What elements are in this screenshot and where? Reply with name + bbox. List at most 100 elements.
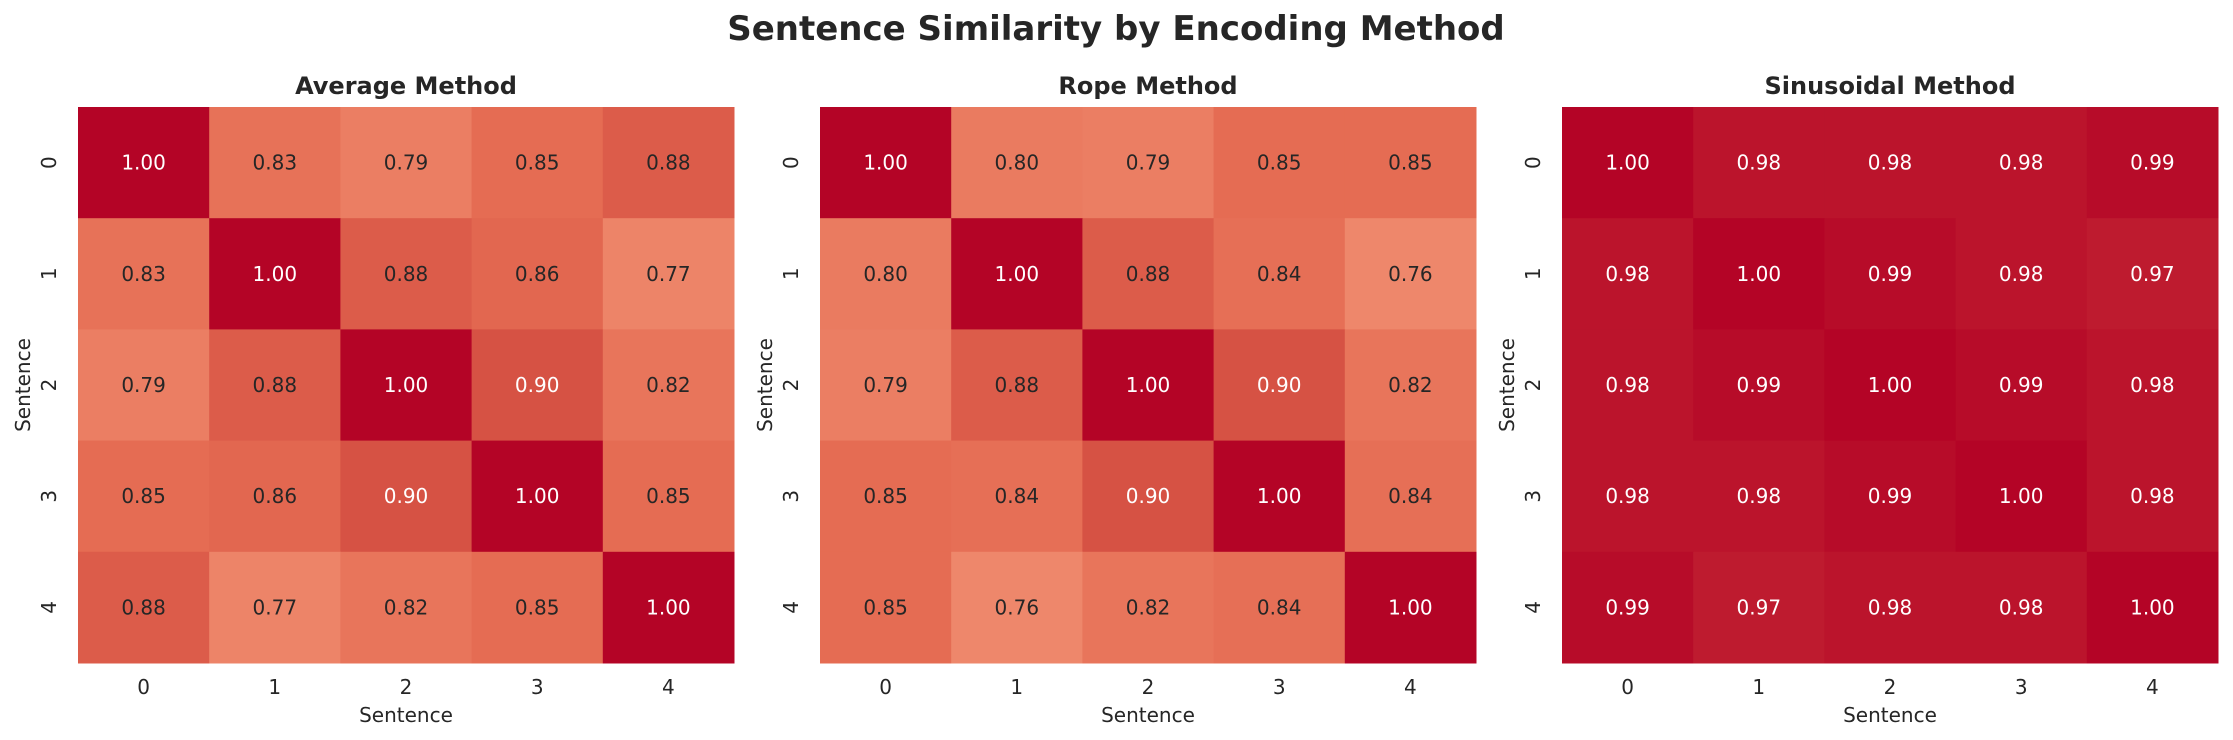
heatmap-cell (1562, 329, 1694, 442)
heatmap-cell (1562, 107, 1694, 219)
heatmap-cell (1824, 107, 1957, 219)
x-tick-label: 4 (662, 675, 675, 699)
cell-value-label: 1.00 (1126, 373, 1171, 397)
cell-value-label: 0.84 (995, 484, 1040, 508)
cell-value-label: 0.98 (1999, 151, 2044, 175)
heatmap-cell (1344, 551, 1477, 664)
heatmap-cell (1082, 440, 1215, 553)
x-tick-label: 2 (1884, 675, 1897, 699)
cell-value-label: 0.85 (121, 484, 166, 508)
heatmap-cell (951, 551, 1083, 664)
y-tick-label: 4 (779, 601, 803, 614)
heatmap-cell (1344, 107, 1477, 219)
cell-value-label: 0.88 (995, 373, 1040, 397)
heatmap-cell (1082, 329, 1215, 442)
y-tick-label: 4 (37, 601, 61, 614)
y-tick-label: 1 (1521, 267, 1545, 280)
heatmap-cell (1693, 551, 1825, 664)
heatmap-cell (951, 329, 1083, 442)
cell-value-label: 0.79 (1126, 151, 1171, 175)
cell-value-label: 0.90 (1126, 484, 1171, 508)
heatmap-cell (2086, 218, 2219, 330)
heatmap-panels: Average Method 1.00 0.83 0.79 0.85 0.88 0.83 1.… (11, 72, 2219, 727)
heatmap-cell (340, 440, 473, 553)
cell-value-label: 0.98 (1737, 151, 1782, 175)
y-tick-label: 1 (37, 267, 61, 280)
cell-value-label: 0.84 (1388, 484, 1433, 508)
cell-value-label: 0.80 (863, 262, 908, 286)
cell-value-label: 0.90 (1257, 373, 1302, 397)
cell-value-label: 0.99 (1605, 595, 1650, 619)
heatmap-cell (209, 551, 341, 664)
heatmap-cell (471, 329, 604, 442)
heatmap-cell (951, 218, 1083, 330)
heatmap-cell (1693, 440, 1825, 553)
cell-value-label: 0.85 (863, 595, 908, 619)
heatmap-cell (1082, 218, 1215, 330)
heatmap-cell (1213, 107, 1346, 219)
y-axis-label: Sentence (1495, 338, 1519, 432)
heatmap-cell (78, 329, 210, 442)
y-tick-label: 3 (779, 490, 803, 503)
heatmap-cell (1562, 551, 1694, 664)
cell-value-label: 0.76 (1388, 262, 1433, 286)
cell-value-label: 1.00 (515, 484, 560, 508)
heatmap-cell (820, 440, 952, 553)
heatmap-cell (209, 218, 341, 330)
cell-value-label: 0.97 (1737, 595, 1782, 619)
cell-value-label: 1.00 (1737, 262, 1782, 286)
heatmap-cell (471, 440, 604, 553)
heatmap-cell (1955, 329, 2088, 442)
cell-value-label: 0.98 (1999, 595, 2044, 619)
y-tick-label: 0 (779, 156, 803, 169)
heatmap-cell (1562, 218, 1694, 330)
heatmap-cell (1344, 440, 1477, 553)
cell-value-label: 0.82 (1126, 595, 1171, 619)
heatmap-cell (1213, 440, 1346, 553)
cell-value-label: 0.85 (515, 595, 560, 619)
heatmap-cell (1082, 107, 1215, 219)
x-axis-label: Sentence (1101, 703, 1195, 727)
heatmap-cell (471, 107, 604, 219)
cell-value-label: 0.98 (1868, 151, 1913, 175)
heatmap-cell (1213, 551, 1346, 664)
heatmap-cell (1344, 218, 1477, 330)
cell-value-label: 0.98 (1605, 484, 1650, 508)
cell-value-label: 0.90 (515, 373, 560, 397)
heatmap-cell (1693, 107, 1825, 219)
cell-value-label: 0.90 (384, 484, 429, 508)
heatmap-cell (471, 218, 604, 330)
cell-value-label: 0.88 (646, 151, 691, 175)
y-tick-label: 3 (1521, 490, 1545, 503)
cell-value-label: 0.77 (646, 262, 691, 286)
heatmap-cell (78, 107, 210, 219)
heatmap-cell (2086, 551, 2219, 664)
heatmap-cell (1344, 329, 1477, 442)
cell-value-label: 0.98 (1605, 373, 1650, 397)
heatmap-cell (602, 551, 735, 664)
heatmap-cell (951, 440, 1083, 553)
heatmap-cell (209, 107, 341, 219)
x-tick-label: 3 (531, 675, 544, 699)
panel-title: Rope Method (1058, 72, 1237, 100)
heatmap-cell (602, 107, 735, 219)
cell-value-label: 1.00 (863, 151, 908, 175)
y-tick-label: 2 (37, 379, 61, 392)
heatmap-cell (1562, 440, 1694, 553)
heatmap-panel-0: Average Method 1.00 0.83 0.79 0.85 0.88 0.83 1.… (11, 72, 735, 727)
y-tick-label: 2 (779, 379, 803, 392)
cell-value-label: 1.00 (1388, 595, 1433, 619)
cell-value-label: 0.80 (995, 151, 1040, 175)
heatmap-cell (1824, 218, 1957, 330)
heatmap-cell (1824, 440, 1957, 553)
heatmap-cell (2086, 329, 2219, 442)
cell-value-label: 0.99 (1868, 484, 1913, 508)
cell-value-label: 0.82 (1388, 373, 1433, 397)
y-tick-label: 0 (1521, 156, 1545, 169)
heatmap-cell (1213, 218, 1346, 330)
x-tick-label: 1 (1752, 675, 1765, 699)
cell-value-label: 0.79 (121, 373, 166, 397)
panel-title: Sinusoidal Method (1764, 72, 2015, 100)
x-tick-label: 2 (400, 675, 413, 699)
cell-value-label: 0.88 (1126, 262, 1171, 286)
